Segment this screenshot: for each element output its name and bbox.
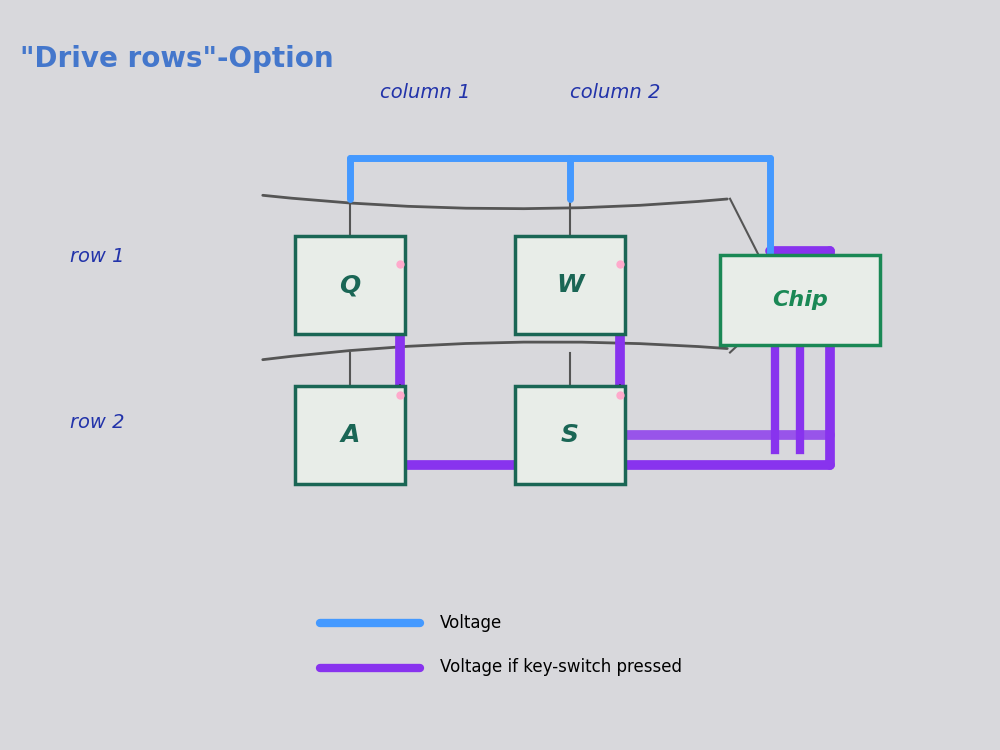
FancyBboxPatch shape [295, 236, 405, 334]
Text: A: A [340, 423, 360, 447]
Text: S: S [561, 423, 579, 447]
FancyBboxPatch shape [515, 386, 625, 484]
Text: Chip: Chip [772, 290, 828, 310]
Text: "Drive rows"-Option: "Drive rows"-Option [20, 45, 334, 73]
FancyBboxPatch shape [515, 236, 625, 334]
Text: column 1: column 1 [380, 82, 470, 101]
Text: row 2: row 2 [70, 413, 124, 431]
Text: Q: Q [339, 273, 361, 297]
Text: Voltage if key-switch pressed: Voltage if key-switch pressed [440, 658, 682, 676]
Text: W: W [556, 273, 584, 297]
FancyBboxPatch shape [720, 255, 880, 345]
Text: row 1: row 1 [70, 248, 124, 266]
Text: column 2: column 2 [570, 82, 660, 101]
FancyBboxPatch shape [295, 386, 405, 484]
Text: Voltage: Voltage [440, 614, 502, 632]
